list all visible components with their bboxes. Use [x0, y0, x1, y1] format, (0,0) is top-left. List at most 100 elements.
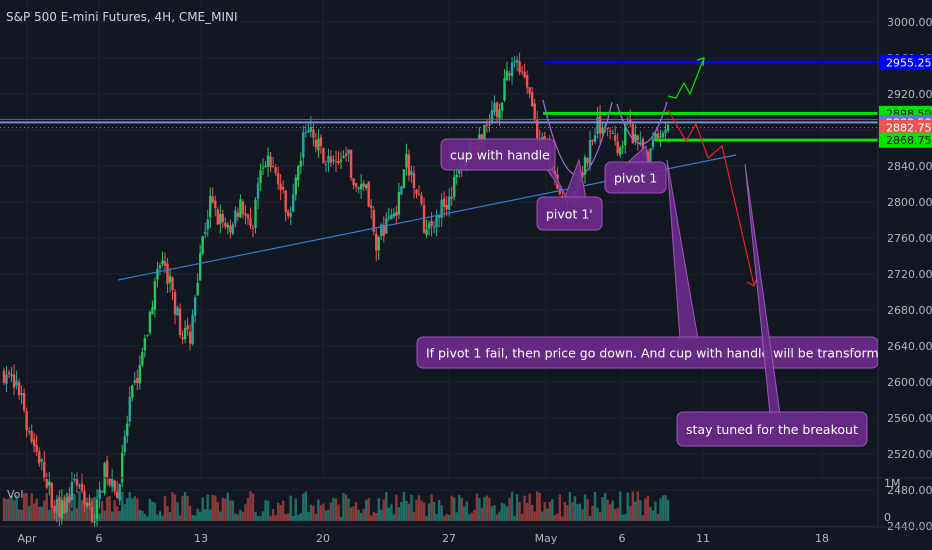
candle-body: [533, 103, 536, 119]
bearish-arrowhead: [746, 277, 758, 287]
volume-bar: [198, 511, 202, 521]
callout-text: stay tuned for the breakout: [686, 422, 858, 437]
annotation-callouts[interactable]: cup with handle pivot 1' pivot 1 If pivot 1…: [416, 138, 887, 447]
price-axis[interactable]: [878, 0, 932, 527]
candle-body: [536, 119, 539, 138]
candle-body: [236, 212, 240, 217]
volume-bar: [201, 497, 204, 521]
price-tag[interactable]: [879, 132, 932, 148]
candle-body: [611, 133, 614, 135]
bullish-path-arrow[interactable]: [667, 57, 705, 99]
candle-body: [143, 338, 147, 351]
volume-bar: [400, 501, 403, 521]
volume-bar: [525, 503, 529, 521]
volume-bar: [541, 511, 544, 521]
volume-bar: [613, 509, 617, 521]
volume-bar: [73, 493, 76, 521]
volume-bar: [294, 498, 297, 521]
volume-bar: [143, 513, 147, 521]
price-tag[interactable]: [879, 120, 932, 136]
volume-bar: [382, 499, 385, 521]
callout-pivot-1-prime[interactable]: [536, 196, 603, 231]
candle-body: [561, 195, 564, 197]
volume-bar: [196, 508, 199, 521]
volume-bar: [214, 495, 217, 521]
volume-bar: [128, 492, 131, 521]
volume-bar: [70, 510, 74, 521]
volume-bar: [500, 502, 504, 521]
volume-bar: [364, 499, 368, 521]
candle-body: [188, 331, 192, 344]
volume-bar: [113, 500, 116, 521]
bearish-path-arrow[interactable]: [667, 109, 755, 286]
candle-body: [440, 199, 443, 218]
volume-bar: [256, 516, 260, 521]
volume-bar: [191, 514, 194, 521]
candle-body: [163, 260, 167, 266]
volume-bar: [259, 515, 262, 521]
volume-bar: [578, 503, 582, 521]
volume-bar: [563, 501, 567, 521]
price-tick-label: 2680.00: [887, 304, 932, 317]
candle-body: [503, 78, 506, 101]
candle-body: [581, 172, 584, 178]
candle-body: [158, 265, 162, 269]
cup-curve-right[interactable]: [616, 101, 668, 145]
volume-bar: [284, 514, 287, 521]
candle-body: [329, 156, 333, 163]
volume-bar: [158, 511, 162, 521]
candle-body: [206, 219, 209, 230]
symbol-title[interactable]: S&P 500 E-mini Futures, 4H, CME_MINI: [6, 10, 238, 24]
candle-body: [435, 216, 438, 228]
volume-bar: [342, 492, 345, 521]
volume-bar: [324, 510, 328, 521]
candle-body: [30, 431, 33, 442]
candle-body: [93, 521, 96, 523]
candle-body: [148, 312, 152, 333]
volume-bar: [171, 492, 174, 521]
volume-bar: [279, 504, 282, 521]
volume-bar: [246, 497, 250, 521]
candle-body: [211, 196, 214, 203]
candlestick-series[interactable]: [2, 52, 670, 528]
candle-body: [309, 126, 313, 132]
volume-bar: [591, 505, 594, 521]
volume-bar: [80, 500, 84, 521]
price-tag[interactable]: [879, 54, 932, 70]
volume-bar: [465, 501, 468, 521]
candle-body: [530, 92, 534, 107]
candle-body: [654, 133, 657, 141]
volume-bar: [551, 499, 554, 521]
volume-bar: [221, 497, 225, 521]
volume-bar: [153, 502, 157, 521]
price-level-lines[interactable]: [0, 60, 878, 142]
candle-body: [63, 501, 66, 514]
candle-body: [251, 227, 255, 229]
candle-body: [641, 139, 645, 154]
candle-body: [45, 479, 48, 488]
candle-body: [586, 158, 589, 164]
volume-bar: [392, 514, 396, 521]
candle-body: [583, 156, 587, 175]
callout-pivot-1[interactable]: [604, 161, 667, 194]
volume-bar: [561, 516, 564, 521]
volume-bar: [606, 499, 609, 521]
volume-bar: [168, 512, 172, 521]
volume-bar: [105, 496, 109, 521]
volume-bar: [576, 504, 579, 521]
volume-bar: [450, 495, 453, 521]
candle-body: [397, 191, 401, 215]
candle-body: [505, 70, 509, 80]
candle-body: [322, 148, 325, 164]
candle-body: [347, 149, 350, 154]
volume-bar: [651, 510, 655, 521]
volume-bar: [334, 498, 338, 521]
volume-label: Vol: [7, 488, 23, 501]
callout-stay-tuned[interactable]: [676, 411, 868, 447]
volume-bar: [397, 507, 401, 521]
volume-bar: [5, 499, 8, 521]
callout-cup-with-handle[interactable]: [440, 138, 556, 171]
candle-body: [70, 481, 74, 501]
